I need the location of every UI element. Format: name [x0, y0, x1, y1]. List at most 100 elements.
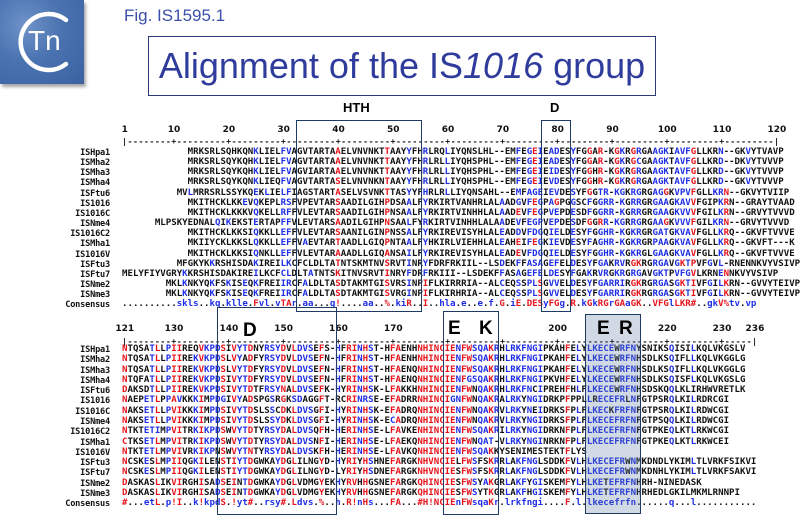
ruler-tick-label: 80 [551, 125, 564, 135]
sequence-name: ISFtu3 [80, 259, 110, 270]
aligned-sequence: MELYFIYVGRYKKRSHISDAKIREILKCFCLDLTATNTSK… [122, 268, 779, 279]
aligned-sequence: MRKSRLSQYKQHKLIELFVAGVIARTAAELVNVNKTTAAY… [187, 167, 784, 178]
logo-text: Tn [28, 25, 61, 56]
sequence-name: Consensus [65, 499, 110, 510]
aligned-sequence: NCSKESLMPIIQGKILENSTIYTDGWKAYDGLILNGYD-H… [122, 457, 757, 468]
sequence-name: ISMha2 [80, 355, 110, 366]
ruler-tick-label: 150 [274, 324, 294, 334]
aligned-sequence: NTQSATLLPIIREQVKPDSIVYTDNYRSYDVLDVSEFS-H… [122, 344, 746, 354]
sequence-name: ISFtu6 [80, 386, 110, 397]
ruler-tick-label: 100 [657, 125, 677, 135]
ruler-tick-label: 130 [164, 324, 184, 334]
sequence-name: ISNme3 [80, 290, 110, 301]
aligned-sequence: NAKSETLLPVIKKKIMPDSIVYTDSLSSCDKLDVSGFI-H… [122, 405, 730, 416]
sequence-name: IS1016 [80, 396, 110, 407]
d-label-1: D [550, 100, 560, 115]
aligned-sequence: NCSKESLMPIIQGKILENSTIYTDGWKAYDGLILNGYD-L… [122, 467, 757, 478]
d-motif-box-2 [217, 307, 337, 515]
aligned-sequence: MKITHCKLKKKVQKELLRFFVLEVTARSAADILGIHPNSA… [187, 207, 795, 218]
sequence-name: IS1016C [75, 406, 110, 417]
sequence-name: ISMha3 [80, 365, 110, 376]
aligned-sequence: NTQFATLLPIIREKVKPDSIVYTDFYRSYDVLDVSEFN-H… [122, 374, 746, 385]
ruler-tick-label: 121 [115, 324, 135, 334]
aligned-sequence: NAEPETLPPAVKKKIMPDGIVYADSPGSRGKSDAGGFT-R… [122, 395, 730, 406]
aligned-sequence: MRKSRLSQYKQNKLIEQFVAGVTARTASELVNVNKNTAAY… [187, 177, 784, 188]
sequence-name: ISFtu7 [80, 468, 110, 479]
ruler-tick-label: 236 [745, 324, 765, 334]
ruler-tick-label: 90 [606, 125, 619, 135]
consensus-sequence: ..........skls..kq.klle.Fvl.vTAr.aa...g!… [122, 299, 757, 310]
sequence-name: Consensus [65, 300, 110, 311]
sequence-name: IS1016V [75, 249, 110, 260]
ruler-tick-label: 160 [329, 324, 348, 334]
ruler-tick-label: 230 [712, 324, 732, 334]
aligned-sequence: MKITHCKLKKSIQKKLLEFFVLEVTARSAANILGINPNSS… [187, 228, 795, 239]
ek-motif-box [443, 311, 499, 515]
aligned-sequence: NTKTETLMPVIVRKIKPNSWVYTNTYRSYDALDVSKFH-H… [122, 446, 587, 457]
aligned-sequence: MFGKYKKRSHISDAKIREILKCFCLDLTATNTSKMTNVSR… [176, 258, 800, 269]
aligned-sequence: MKITHCKLKKEVQKEPLRSFVPEVTARSAADILGIHPDSA… [187, 197, 795, 208]
d-motif-box-1 [541, 120, 571, 312]
ruler-tick-label: 10 [167, 125, 181, 135]
title-suffix: group [543, 45, 646, 86]
sequence-name: ISMha3 [80, 168, 110, 179]
logo-c-ring-icon [18, 11, 69, 73]
aligned-sequence: CTKSETLMPVITRKIKPDSWVYTDTYRSYDALDVSNFI-H… [122, 436, 730, 447]
ruler-tick-label: 1 [121, 125, 128, 135]
aligned-sequence: MKLKNKYQKFSKISEQKFREIIRCFALDLTASDTAKMTGI… [165, 289, 800, 300]
sequence-name: ISMha1 [80, 437, 110, 448]
sequence-name: IS1016V [75, 447, 110, 458]
aligned-sequence: MKITHCKLKKSIQNKLLEFFVLEVTARAAADLLGIQANSA… [187, 248, 795, 259]
sequence-name: ISHpa1 [80, 345, 110, 355]
sequence-name: ISNme2 [80, 279, 110, 290]
sequence-name: ISNme2 [80, 478, 110, 489]
e-label-1: E [448, 318, 461, 339]
ruler-tick-label: 220 [657, 324, 677, 334]
sequence-name: IS1016C2 [70, 229, 110, 240]
figure-label: Fig. IS1595.1 [124, 6, 226, 25]
sequence-name: ISFtu6 [80, 188, 110, 199]
tn-logo: Tn [0, 0, 84, 84]
sequence-name: ISHpa1 [80, 148, 110, 158]
position-ruler: |--------+---------+---------+---------+… [122, 136, 780, 146]
aligned-sequence: MKLKNKYQKFSKISEQKFREIIRCFALDLTASDTAKMTGI… [165, 278, 800, 289]
sequence-name: ISFtu3 [80, 458, 110, 469]
position-ruler: |--------+---------+---------+---------+… [122, 336, 758, 346]
sequence-name: ISNme4 [80, 416, 110, 427]
ruler-tick-label: 170 [383, 324, 403, 334]
er-motif-box [585, 314, 641, 514]
aligned-sequence: MKIIYCKLKKSLQKKLLEFFVAEVTARTAADLLGIQPNTA… [187, 238, 795, 249]
ruler-tick-label: 200 [548, 324, 568, 334]
aligned-sequence: NTQSATLLPIIREKVKPDSLVYADFYRSYDVLDVSEFN-H… [122, 354, 746, 365]
aligned-sequence: DASKASLIKVIRGHISADSEINTDGWKAYDGLVDMGYEKH… [122, 477, 702, 488]
sequence-name: ISNme3 [80, 488, 110, 499]
hth-label: HTH [343, 100, 370, 115]
k-label: K [479, 318, 493, 339]
d-label-2: D [243, 320, 257, 341]
aligned-sequence: NTQSATLLPIIREKVKPDSLVYTDFYRSYDVLDVSEFN-H… [122, 364, 746, 375]
sequence-name: ISMha1 [80, 239, 110, 250]
hth-domain-box [296, 120, 422, 312]
aligned-sequence: MRKSRLSQHKQNKLIELFVAGVTARTAAELVNVNKTTAAY… [187, 147, 784, 157]
e-label-2: E [597, 318, 610, 339]
aligned-sequence: DAKSDTLLPIIREKVKPDSIVYTDTFRSYNALDVSEFK-H… [122, 385, 746, 396]
aligned-sequence: MRKSRLSQYKQHKLIELFVAGVTARTAAELVNVNKTTAAY… [187, 157, 784, 168]
sequence-name: ISFtu7 [80, 269, 110, 280]
ruler-tick-label: 60 [441, 125, 455, 135]
ruler-tick-label: 50 [386, 125, 400, 135]
title-italic: 1016 [463, 45, 544, 86]
ruler-tick-label: 140 [219, 324, 239, 334]
sequence-name: ISNme4 [80, 219, 110, 230]
page-title: Alignment of the IS1016 group [159, 45, 645, 87]
sequence-name: IS1016C2 [70, 427, 110, 438]
r-label: R [619, 318, 633, 339]
ruler-tick-label: 120 [767, 125, 787, 135]
consensus-sequence: #...etL.p!I..k!kpdS.!yt#..rsy#.Ldvs.%..h… [122, 498, 757, 509]
aligned-sequence: MVLMRRSRLSSYKQEKLIELFIAGSTARTASELVSVNKTT… [176, 187, 790, 198]
sequence-name: ISMha4 [80, 375, 110, 386]
sequence-name: ISMha4 [80, 178, 110, 189]
ruler-tick-label: 20 [222, 125, 236, 135]
title-box: Alignment of the IS1016 group [148, 36, 656, 96]
aligned-sequence: DASKASLIKVIRGHISADSEINTDGWKAYDGLVDMGYEKH… [122, 487, 740, 498]
ruler-tick-label: 110 [712, 125, 732, 135]
